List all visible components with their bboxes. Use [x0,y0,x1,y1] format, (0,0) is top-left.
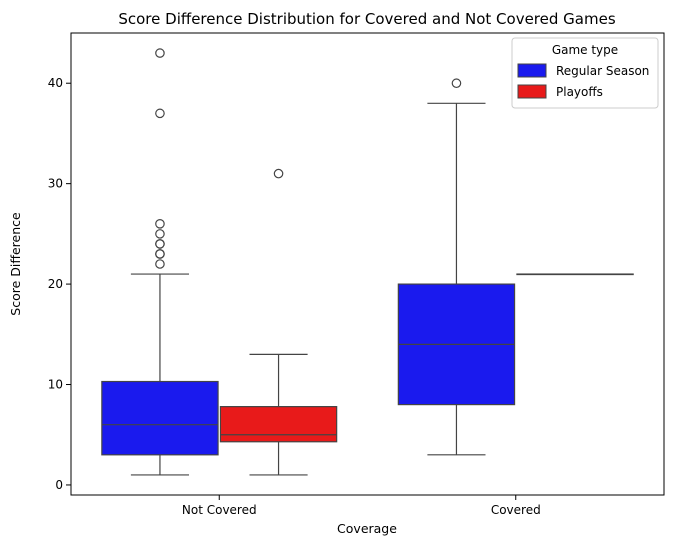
outlier-point [155,249,165,259]
outlier-point [155,108,165,119]
box-iqr [219,406,338,443]
outlier-point [273,168,284,179]
y-axis-label: Score Difference [8,212,23,316]
outlier-point [155,219,165,229]
legend: Game type Regular Season Playoffs [511,37,659,109]
y-tick-label: 20 [48,277,63,291]
box-iqr [101,380,219,456]
box-regular-season-not-covered [101,48,219,476]
legend-entry-label: Playoffs [556,85,603,99]
y-tick-label: 0 [55,478,63,492]
legend-title: Game type [552,43,618,57]
x-tick-label: Covered [491,503,541,517]
box-regular-season-covered [397,78,516,456]
box-playoffs-covered [516,273,634,276]
box-playoffs-not-covered [219,168,338,476]
y-tick-label: 40 [48,76,63,90]
plot-area [70,32,665,496]
x-axis-label: Coverage [337,521,397,536]
x-tick-label: Not Covered [182,503,257,517]
legend-entry-label: Regular Season [556,64,649,78]
y-tick-label: 10 [48,378,63,392]
chart-title: Score Difference Distribution for Covere… [118,10,615,28]
y-axis: 0 10 20 30 40 [48,76,71,492]
x-axis: Not Covered Covered [182,495,541,517]
legend-frame [511,37,659,109]
legend-swatch [517,63,547,78]
outlier-point [155,48,165,58]
y-tick-label: 30 [48,177,63,191]
outlier-point [155,239,165,249]
legend-swatch [517,84,547,99]
box-series [101,48,634,476]
outlier-point [155,229,165,239]
outlier-point [451,78,462,89]
outlier-point [155,259,165,269]
